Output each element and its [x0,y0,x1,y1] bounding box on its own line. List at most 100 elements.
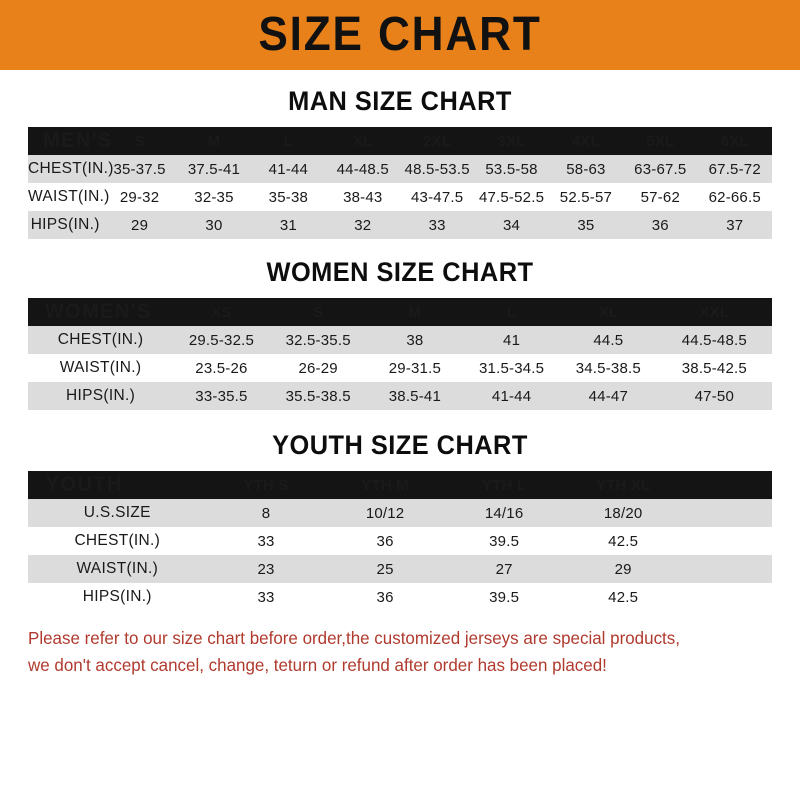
corner-label-men: MEN'S [43,129,113,152]
cell: 30 [176,211,252,239]
column-header: XL [598,303,619,321]
cell: 44.5-48.5 [656,326,772,354]
row-label: HIPS(IN.) [28,382,174,410]
cell: 52.5-57 [548,183,624,211]
cell: 43-47.5 [399,183,475,211]
column-header: XL [352,132,373,150]
column-header: 3XL [497,132,526,150]
cell: 10/12 [325,499,445,527]
table-header-row: WOMEN'S XS S M L XL XXL [28,298,772,326]
cell: 33 [206,527,326,555]
table-row: CHEST(IN.) 33 36 39.5 42.5 [28,527,772,555]
youth-size-table: YOUTH YTH S YTH M YTH L YTH XL U.S.SIZE … [28,471,772,611]
cell: 44.5 [559,326,657,354]
cell: 29-32 [102,183,177,211]
row-label: HIPS(IN.) [28,211,103,239]
cell: 41-44 [463,382,560,410]
column-header: YTH S [243,476,289,494]
footer-disclaimer: Please refer to our size chart before or… [28,625,750,679]
cell: 32-35 [176,183,252,211]
column-header: YTH M [361,476,409,494]
banner: SIZE CHART [0,0,800,70]
cell: 47.5-52.5 [474,183,549,211]
cell: 26-29 [269,354,367,382]
table-row: CHEST(IN.) 35-37.5 37.5-41 41-44 44-48.5… [28,155,772,183]
section-title-youth: YOUTH SIZE CHART [272,430,528,460]
cell: 38.5-42.5 [656,354,772,382]
cell: 29.5-32.5 [173,326,270,354]
column-header: M [207,132,221,150]
cell: 38-43 [325,183,400,211]
cell [682,555,772,583]
cell: 62-66.5 [697,183,772,211]
column-header: YTH XL [595,476,651,494]
table-row: WAIST(IN.) 29-32 32-35 35-38 38-43 43-47… [28,183,772,211]
cell: 32 [325,211,400,239]
cell: 58-63 [548,155,624,183]
cell: 23.5-26 [173,354,270,382]
cell: 37.5-41 [176,155,252,183]
cell: 41-44 [251,155,326,183]
cell: 31.5-34.5 [463,354,560,382]
cell: 31 [251,211,326,239]
column-header: L [506,303,517,321]
footer-line-1: Please refer to our size chart before or… [28,628,680,648]
cell: 41 [463,326,560,354]
table-row: WAIST(IN.) 23 25 27 29 [28,555,772,583]
cell [682,527,772,555]
table-header-row: MEN'S S M L XL 2XL 3XL 4XL 5XL 6XL [28,127,772,155]
cell: 29 [102,211,177,239]
cell: 44-48.5 [325,155,400,183]
cell: 39.5 [444,527,564,555]
cell: 25 [325,555,445,583]
cell: 47-50 [656,382,772,410]
cell: 35-38 [251,183,326,211]
footer-line-2: we don't accept cancel, change, teturn o… [28,655,607,676]
cell: 38.5-41 [366,382,464,410]
column-header: S [134,132,145,150]
section-youth: YOUTH SIZE CHART YOUTH YTH S YTH M YTH L… [0,430,800,611]
row-label: HIPS(IN.) [28,583,207,611]
cell: 42.5 [563,527,683,555]
corner-label-women: WOMEN'S [44,300,152,323]
cell [682,583,772,611]
cell: 33 [206,583,326,611]
table-row: HIPS(IN.) 33 36 39.5 42.5 [28,583,772,611]
row-label: CHEST(IN.) [28,326,174,354]
cell: 36 [325,527,445,555]
cell: 39.5 [444,583,564,611]
column-header: YTH L [481,476,527,494]
row-label: U.S.SIZE [28,499,207,527]
cell: 57-62 [623,183,698,211]
section-women: WOMEN SIZE CHART WOMEN'S XS S M L XL XXL… [0,257,800,410]
column-header: L [283,132,294,150]
section-title-women: WOMEN SIZE CHART [266,257,534,287]
table-row: WAIST(IN.) 23.5-26 26-29 29-31.5 31.5-34… [28,354,772,382]
cell: 18/20 [563,499,683,527]
cell [682,499,772,527]
cell: 34 [474,211,549,239]
table-row: HIPS(IN.) 29 30 31 32 33 34 35 36 37 [28,211,772,239]
cell: 35.5-38.5 [269,382,367,410]
section-men: MAN SIZE CHART MEN'S S M L XL 2XL 3XL 4X… [0,86,800,239]
cell: 42.5 [563,583,683,611]
cell: 23 [206,555,326,583]
column-header: M [408,303,422,321]
table-row: U.S.SIZE 8 10/12 14/16 18/20 [28,499,772,527]
cell: 29-31.5 [366,354,464,382]
cell: 48.5-53.5 [399,155,475,183]
row-label: WAIST(IN.) [28,183,109,211]
column-header: 6XL [720,132,749,150]
cell: 53.5-58 [474,155,549,183]
column-header: 2XL [423,132,452,150]
men-size-table: MEN'S S M L XL 2XL 3XL 4XL 5XL 6XL CHEST… [28,127,772,239]
cell: 44-47 [559,382,657,410]
table-header-row: YOUTH YTH S YTH M YTH L YTH XL [28,471,772,499]
cell: 38 [366,326,464,354]
column-header: 4XL [571,132,600,150]
row-label: CHEST(IN.) [28,527,207,555]
column-header: 5XL [646,132,675,150]
cell: 63-67.5 [623,155,698,183]
corner-label-youth: YOUTH [45,473,123,496]
